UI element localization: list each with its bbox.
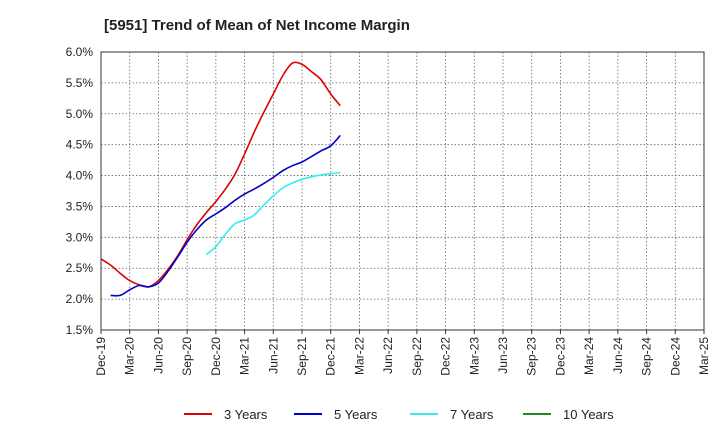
series-lines	[100, 61, 341, 297]
series-line-3-years	[100, 61, 341, 288]
chart-title: [5951] Trend of Mean of Net Income Margi…	[104, 17, 410, 34]
x-tick-label: Sep-20	[180, 337, 194, 376]
y-tick-label: 4.5%	[66, 138, 94, 152]
x-tick-label: Mar-22	[352, 337, 366, 375]
x-tick-label: Dec-20	[209, 337, 223, 376]
legend-label: 3 Years	[224, 407, 268, 422]
y-tick-label: 4.0%	[66, 169, 94, 183]
y-tick-label: 2.0%	[66, 292, 94, 306]
x-tick-label: Mar-21	[238, 337, 252, 375]
y-tick-label: 1.5%	[66, 323, 94, 337]
x-tick-label: Mar-25	[697, 337, 711, 375]
x-tick-label: Sep-21	[295, 337, 309, 376]
y-tick-label: 3.5%	[66, 199, 94, 213]
x-tick-label: Dec-21	[324, 337, 338, 376]
y-tick-label: 3.0%	[66, 230, 94, 244]
x-tick-label: Sep-22	[410, 337, 424, 376]
series-line-5-years	[110, 134, 341, 297]
legend-label: 7 Years	[450, 407, 494, 422]
x-tick-label: Jun-21	[266, 337, 280, 374]
x-tick-label: Dec-24	[668, 337, 682, 376]
y-tick-label: 5.5%	[66, 76, 94, 90]
grid-lines	[101, 52, 704, 330]
x-tick-label: Dec-19	[94, 337, 108, 376]
legend-label: 5 Years	[334, 407, 378, 422]
x-tick-label: Mar-23	[467, 337, 481, 375]
axes: 1.5% 2.0% 2.5% 3.0% 3.5% 4.0% 4.5% 5.0% 5.5% 6.0%…	[66, 45, 711, 376]
x-tick-label: Sep-23	[525, 337, 539, 376]
x-tick-label: Jun-22	[381, 337, 395, 374]
x-tick-label: Jun-23	[496, 337, 510, 374]
x-tick-label: Jun-20	[151, 337, 165, 374]
series-line-7-years	[205, 171, 341, 256]
x-tick-label: Dec-22	[439, 337, 453, 376]
x-tick-label: Mar-20	[123, 337, 137, 375]
plot-area	[100, 51, 705, 331]
legend-label: 10 Years	[563, 407, 614, 422]
y-tick-label: 5.0%	[66, 107, 94, 121]
x-tick-label: Dec-23	[553, 337, 567, 376]
x-tick-label: Mar-24	[582, 337, 596, 375]
legend: 3 Years 5 Years 7 Years 10 Years	[184, 407, 614, 422]
y-tick-label: 6.0%	[66, 45, 94, 59]
x-tick-label: Sep-24	[640, 337, 654, 376]
x-tick-label: Jun-24	[611, 337, 625, 374]
y-tick-label: 2.5%	[66, 261, 94, 275]
